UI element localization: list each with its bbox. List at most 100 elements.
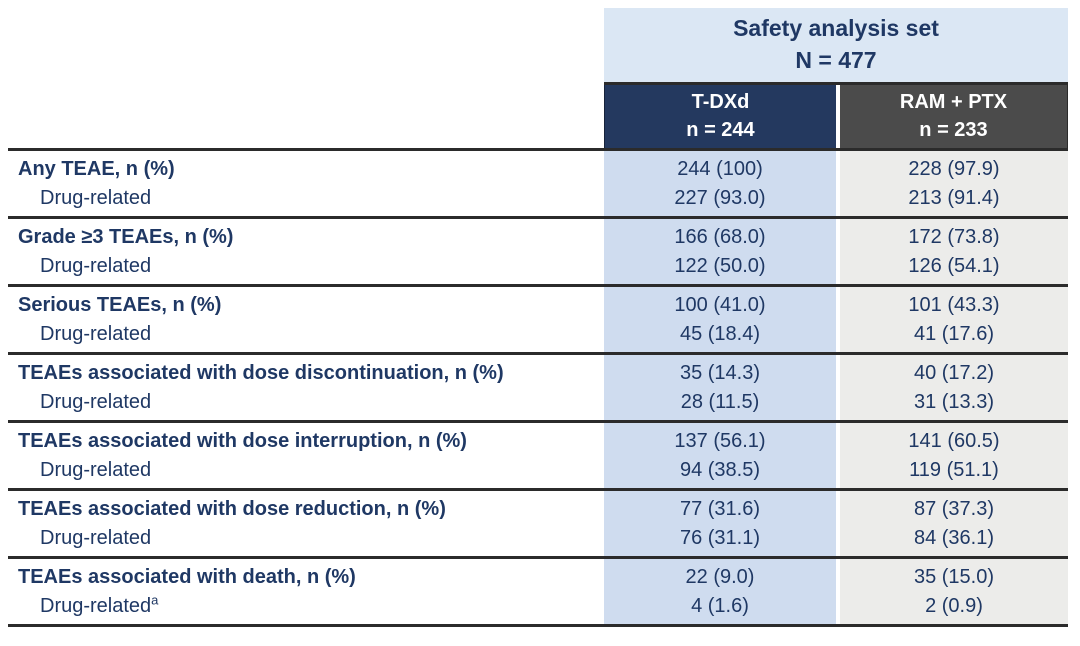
value-main: 141 (60.5) [908,430,1000,452]
value-main: 244 (100) [677,158,763,180]
value-sub: 76 (31.1) [679,527,761,549]
value-cell-tdxd: 77 (31.6) 76 (31.1) [604,491,836,556]
column-header-spacer [8,85,604,148]
column-header-tdxd-line2: n = 244 [686,119,755,141]
value-cell-tdxd: 244 (100) 227 (93.0) [604,151,836,216]
row-sublabel: Drug-related [8,252,604,281]
row-label: Any TEAE, n (%) [18,158,175,180]
column-divider [836,355,840,420]
value-cell-ram-ptx: 228 (97.9) 213 (91.4) [840,151,1068,216]
value-main: 77 (31.6) [679,498,761,520]
value-sub: 126 (54.1) [908,255,1000,277]
value-sub: 41 (17.6) [913,323,995,345]
column-header-row: T-DXd n = 244 RAM + PTX n = 233 [8,85,1068,148]
value-main: 172 (73.8) [908,226,1000,248]
column-divider [836,559,840,624]
value-sub: 84 (36.1) [913,527,995,549]
table-row-group-any-teae: Any TEAE, n (%) Drug-related 244 (100) 2… [8,148,1068,216]
row-sublabel: Drug-related [8,524,604,553]
table-row-group-death: TEAEs associated with death, n (%) Drug-… [8,556,1068,624]
safety-analysis-table: Safety analysis set N = 477 T-DXd n = 24… [8,8,1068,627]
row-label: Grade ≥3 TEAEs, n (%) [18,226,234,248]
column-header-tdxd-line1: T-DXd [691,91,750,113]
value-sub: 119 (51.1) [909,459,999,481]
row-sublabel: Drug-relateda [8,592,604,621]
row-label: TEAEs associated with dose discontinuati… [18,362,504,384]
value-cell-tdxd: 166 (68.0) 122 (50.0) [604,219,836,284]
value-main: 35 (15.0) [913,566,995,588]
column-divider [836,151,840,216]
value-cell-ram-ptx: 141 (60.5) 119 (51.1) [840,423,1068,488]
row-label: TEAEs associated with death, n (%) [18,566,356,588]
value-sub: 31 (13.3) [913,391,995,413]
value-sub: 94 (38.5) [679,459,761,481]
row-sublabel-text: Drug-related [40,391,152,413]
row-label-cell: Grade ≥3 TEAEs, n (%) Drug-related [8,219,604,284]
value-cell-ram-ptx: 35 (15.0) 2 (0.9) [840,559,1068,624]
column-divider [836,287,840,352]
column-divider [836,219,840,284]
value-sub: 122 (50.0) [674,255,766,277]
value-main: 22 (9.0) [685,566,755,588]
table-row-group-dose-reduction: TEAEs associated with dose reduction, n … [8,488,1068,556]
banner-safety-analysis-set: Safety analysis set N = 477 [604,8,1068,82]
value-sub: 213 (91.4) [908,187,1000,209]
row-sublabel-text: Drug-related [40,527,152,549]
table-row-group-serious-teaes: Serious TEAEs, n (%) Drug-related 100 (4… [8,284,1068,352]
value-sub: 2 (0.9) [925,595,983,617]
value-main: 101 (43.3) [908,294,1000,316]
row-sublabel-text: Drug-related [40,187,152,209]
value-cell-tdxd: 22 (9.0) 4 (1.6) [604,559,836,624]
banner-underline [604,82,1068,85]
value-cell-tdxd: 35 (14.3) 28 (11.5) [604,355,836,420]
value-main: 35 (14.3) [679,362,761,384]
table-bottom-rule [8,624,1068,627]
value-main: 40 (17.2) [913,362,995,384]
row-label-cell: Any TEAE, n (%) Drug-related [8,151,604,216]
value-main: 137 (56.1) [674,430,766,452]
row-label-cell: Serious TEAEs, n (%) Drug-related [8,287,604,352]
row-sublabel: Drug-related [8,320,604,349]
value-cell-ram-ptx: 40 (17.2) 31 (13.3) [840,355,1068,420]
value-cell-tdxd: 137 (56.1) 94 (38.5) [604,423,836,488]
row-label: TEAEs associated with dose interruption,… [18,430,467,452]
table-row-group-dose-discontinuation: TEAEs associated with dose discontinuati… [8,352,1068,420]
value-main: 166 (68.0) [674,226,766,248]
value-sub: 28 (11.5) [680,391,760,413]
row-sublabel-text: Drug-related [40,323,152,345]
row-label-cell: TEAEs associated with death, n (%) Drug-… [8,559,604,624]
row-sublabel: Drug-related [8,184,604,213]
row-label-cell: TEAEs associated with dose discontinuati… [8,355,604,420]
row-sublabel: Drug-related [8,456,604,485]
banner-row: Safety analysis set N = 477 [8,8,1068,82]
value-main: 100 (41.0) [674,294,766,316]
footnote-marker: a [151,592,159,608]
value-sub: 4 (1.6) [691,595,749,617]
column-header-ram-ptx: RAM + PTX n = 233 [840,85,1068,148]
column-divider [836,423,840,488]
row-label: Serious TEAEs, n (%) [18,294,222,316]
table-row-group-dose-interruption: TEAEs associated with dose interruption,… [8,420,1068,488]
column-header-ram-ptx-line2: n = 233 [919,119,988,141]
banner-spacer [8,8,604,82]
column-divider [836,491,840,556]
value-sub: 227 (93.0) [674,187,766,209]
banner-title-line2: N = 477 [795,47,877,73]
row-label-cell: TEAEs associated with dose interruption,… [8,423,604,488]
value-cell-tdxd: 100 (41.0) 45 (18.4) [604,287,836,352]
column-divider [836,85,840,148]
row-label-cell: TEAEs associated with dose reduction, n … [8,491,604,556]
value-cell-ram-ptx: 172 (73.8) 126 (54.1) [840,219,1068,284]
value-cell-ram-ptx: 101 (43.3) 41 (17.6) [840,287,1068,352]
value-main: 228 (97.9) [908,158,1000,180]
value-main: 87 (37.3) [913,498,995,520]
row-sublabel-text: Drug-related [40,459,152,481]
value-sub: 45 (18.4) [679,323,761,345]
column-header-tdxd: T-DXd n = 244 [604,85,836,148]
table-row-group-grade3-teaes: Grade ≥3 TEAEs, n (%) Drug-related 166 (… [8,216,1068,284]
column-header-ram-ptx-line1: RAM + PTX [899,91,1008,113]
row-sublabel-text: Drug-related [40,595,152,617]
value-cell-ram-ptx: 87 (37.3) 84 (36.1) [840,491,1068,556]
row-label: TEAEs associated with dose reduction, n … [18,498,446,520]
